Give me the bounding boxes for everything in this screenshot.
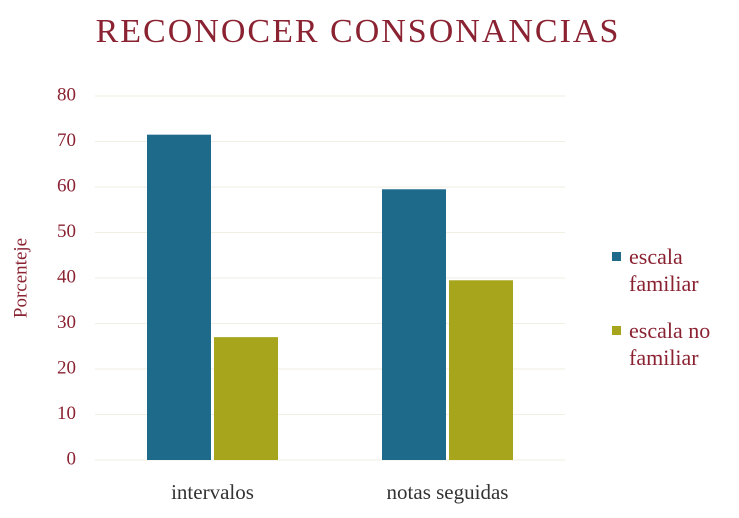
legend-label: escala familiar xyxy=(629,244,699,296)
legend: escala familiar escala no familiar xyxy=(612,243,737,391)
legend-swatch xyxy=(612,326,621,335)
y-tick-label: 50 xyxy=(57,221,76,242)
bar xyxy=(147,134,211,461)
legend-entry: escala no familiar xyxy=(612,317,737,371)
legend-label: escala no familiar xyxy=(629,318,711,370)
bar xyxy=(214,337,278,460)
y-tick-label: 30 xyxy=(57,312,76,333)
y-tick-label: 40 xyxy=(57,266,76,287)
bar xyxy=(382,189,446,460)
y-tick-label: 10 xyxy=(57,403,76,424)
y-axis-label: Porcenteje xyxy=(10,238,31,318)
y-tick-label: 80 xyxy=(57,84,76,105)
chart-title: RECONOCER CONSONANCIAS xyxy=(96,13,621,50)
x-tick-label: notas seguidas xyxy=(387,480,509,504)
legend-swatch xyxy=(612,252,621,261)
legend-entry: escala familiar xyxy=(612,243,737,297)
x-tick-label: intervalos xyxy=(171,480,254,504)
bar xyxy=(449,280,513,460)
y-tick-label: 0 xyxy=(67,448,77,469)
y-tick-label: 70 xyxy=(57,130,76,151)
y-tick-label: 60 xyxy=(57,175,76,196)
y-tick-label: 20 xyxy=(57,357,76,378)
